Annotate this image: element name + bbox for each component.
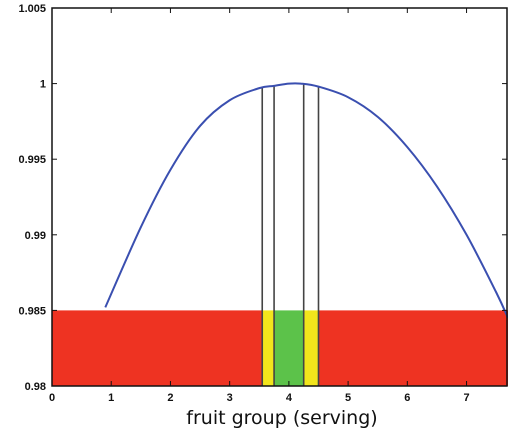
x-tick-label-2: 2 [167,392,173,404]
curve-layer [104,82,508,319]
y-tick-label-2: 0.99 [25,230,46,242]
x-tick-label-7: 7 [463,392,469,404]
band-3 [303,310,319,386]
y-tick-label-4: 1 [40,79,46,91]
x-tick-label-1: 1 [108,392,114,404]
x-tick-label-5: 5 [345,392,351,404]
bands-layer [52,310,508,386]
x-axis-label: fruit group (serving) [186,407,377,429]
y-tick-label-1: 0.985 [18,305,46,317]
band-0 [52,310,263,386]
band-4 [318,310,508,386]
ticks-layer: 0 1 2 3 4 5 6 7 0.98 0.985 0.99 0.995 1 1.005 [18,3,507,404]
y-tick-label-top: 1.005 [18,3,46,15]
series-line [104,82,508,319]
y-tick-label-0: 0.98 [25,381,46,393]
axes-frame [51,7,508,387]
x-tick-label-0: 0 [49,392,55,404]
vertical-lines-layer [261,84,320,386]
band-1 [262,310,275,386]
x-tick-label-4: 4 [286,392,293,404]
band-2 [274,310,304,386]
x-tick-label-6: 6 [404,392,410,404]
x-tick-label-3: 3 [227,392,233,404]
y-tick-label-3: 0.995 [18,154,46,166]
